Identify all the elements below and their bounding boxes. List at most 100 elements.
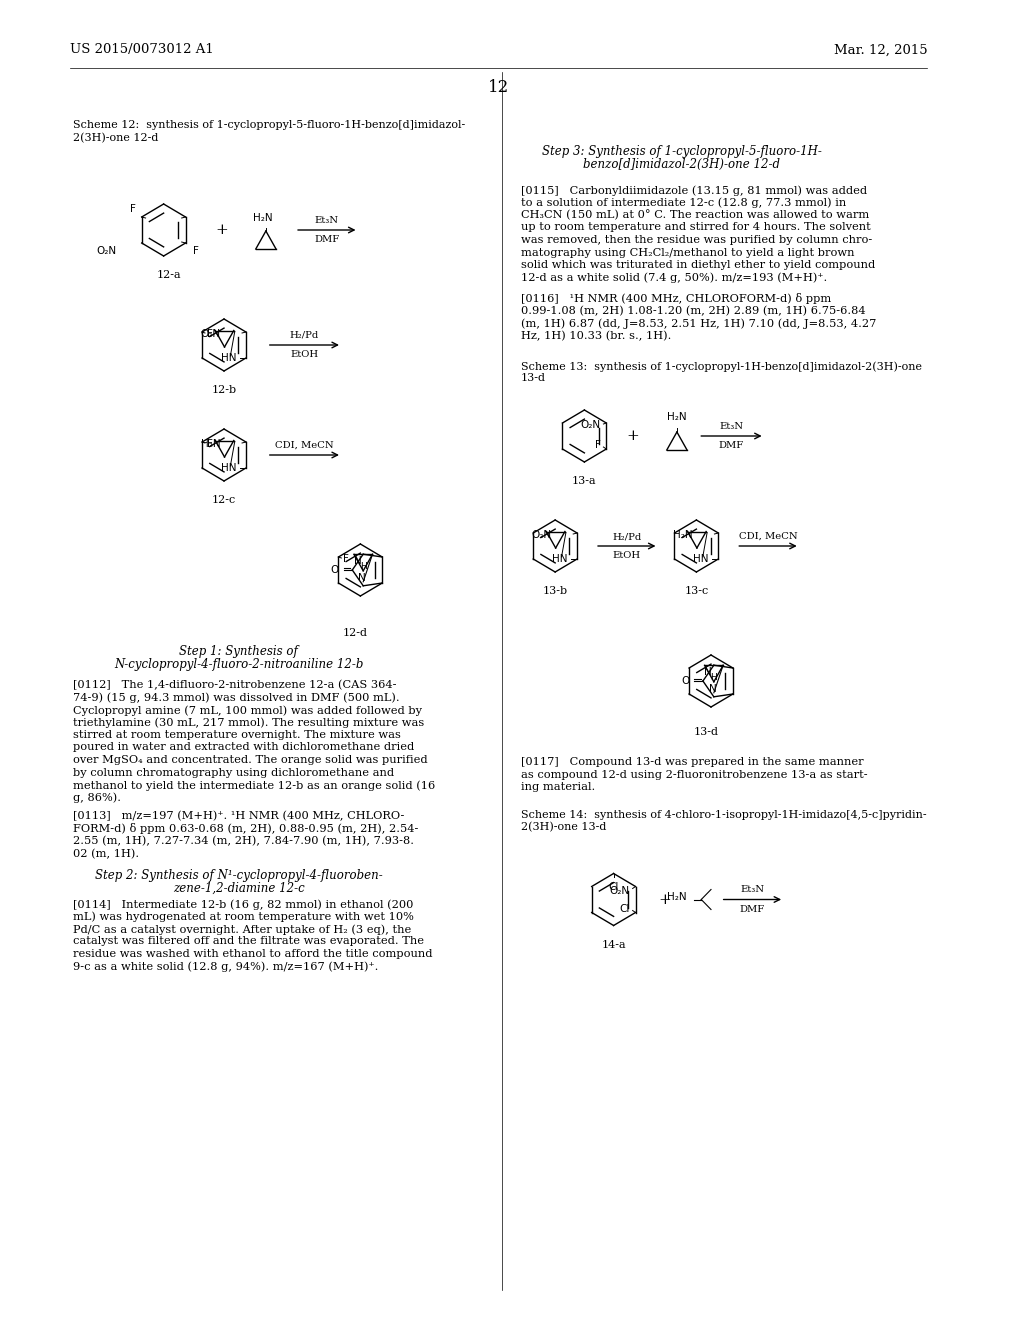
Text: US 2015/0073012 A1: US 2015/0073012 A1 — [70, 44, 214, 57]
Text: Cyclopropyl amine (7 mL, 100 mmol) was added followed by: Cyclopropyl amine (7 mL, 100 mmol) was a… — [73, 705, 422, 715]
Text: ing material.: ing material. — [521, 781, 595, 792]
Text: Et₃N: Et₃N — [740, 886, 764, 895]
Text: Cl: Cl — [620, 903, 630, 913]
Text: H₂N: H₂N — [674, 531, 693, 540]
Text: [0117]   Compound 13-d was prepared in the same manner: [0117] Compound 13-d was prepared in the… — [521, 756, 863, 767]
Text: up to room temperature and stirred for 4 hours. The solvent: up to room temperature and stirred for 4… — [521, 223, 870, 232]
Text: F: F — [343, 554, 349, 564]
Text: Hz, 1H) 10.33 (br. s., 1H).: Hz, 1H) 10.33 (br. s., 1H). — [521, 330, 672, 341]
Text: 2.55 (m, 1H), 7.27-7.34 (m, 2H), 7.84-7.90 (m, 1H), 7.93-8.: 2.55 (m, 1H), 7.27-7.34 (m, 2H), 7.84-7.… — [73, 836, 414, 846]
Text: [0113]   m/z=197 (M+H)⁺. ¹H NMR (400 MHz, CHLORO-: [0113] m/z=197 (M+H)⁺. ¹H NMR (400 MHz, … — [73, 810, 404, 821]
Text: [0114]   Intermediate 12-b (16 g, 82 mmol) in ethanol (200: [0114] Intermediate 12-b (16 g, 82 mmol)… — [73, 899, 414, 909]
Text: Step 1: Synthesis of: Step 1: Synthesis of — [179, 645, 298, 657]
Text: EtOH: EtOH — [612, 550, 641, 560]
Text: Scheme 14:  synthesis of 4-chloro-1-isopropyl-1H-imidazo[4,5-c]pyridin-: Scheme 14: synthesis of 4-chloro-1-isopr… — [521, 809, 927, 820]
Text: HN: HN — [221, 352, 237, 363]
Text: N: N — [353, 556, 361, 566]
Text: O: O — [681, 676, 689, 686]
Text: 12-c: 12-c — [212, 495, 237, 506]
Text: solid which was triturated in diethyl ether to yield compound: solid which was triturated in diethyl et… — [521, 260, 876, 271]
Text: HN: HN — [552, 554, 567, 564]
Text: O₂N: O₂N — [531, 531, 552, 540]
Text: 12-d: 12-d — [343, 628, 368, 638]
Text: EtOH: EtOH — [291, 350, 318, 359]
Text: H₂N: H₂N — [667, 412, 687, 422]
Text: poured in water and extracted with dichloromethane dried: poured in water and extracted with dichl… — [73, 742, 415, 752]
Text: F: F — [207, 440, 213, 449]
Text: Mar. 12, 2015: Mar. 12, 2015 — [834, 44, 927, 57]
Text: (m, 1H) 6.87 (dd, J=8.53, 2.51 Hz, 1H) 7.10 (dd, J=8.53, 4.27: (m, 1H) 6.87 (dd, J=8.53, 2.51 Hz, 1H) 7… — [521, 318, 877, 329]
Text: by column chromatography using dichloromethane and: by column chromatography using dichlorom… — [73, 767, 394, 777]
Text: 74-9) (15 g, 94.3 mmol) was dissolved in DMF (500 mL).: 74-9) (15 g, 94.3 mmol) was dissolved in… — [73, 693, 399, 704]
Text: as compound 12-d using 2-fluoronitrobenzene 13-a as start-: as compound 12-d using 2-fluoronitrobenz… — [521, 770, 867, 780]
Text: over MgSO₄ and concentrated. The orange solid was purified: over MgSO₄ and concentrated. The orange … — [73, 755, 428, 766]
Text: mL) was hydrogenated at room temperature with wet 10%: mL) was hydrogenated at room temperature… — [73, 912, 414, 923]
Text: 12-b: 12-b — [211, 385, 237, 395]
Text: 12: 12 — [488, 79, 509, 96]
Text: Pd/C as a catalyst overnight. After uptake of H₂ (3 eq), the: Pd/C as a catalyst overnight. After upta… — [73, 924, 412, 935]
Text: Step 2: Synthesis of N¹-cyclopropyl-4-fluoroben-: Step 2: Synthesis of N¹-cyclopropyl-4-fl… — [95, 869, 383, 882]
Text: 13-d: 13-d — [693, 727, 719, 737]
Text: N-cyclopropyl-4-fluoro-2-nitroaniline 12-b: N-cyclopropyl-4-fluoro-2-nitroaniline 12… — [114, 657, 364, 671]
Text: H: H — [359, 562, 367, 572]
Text: DMF: DMF — [719, 441, 744, 450]
Text: HN: HN — [693, 554, 709, 564]
Text: H₂N: H₂N — [667, 892, 687, 903]
Text: F: F — [595, 440, 600, 450]
Text: O₂N: O₂N — [96, 246, 117, 256]
Text: matography using CH₂Cl₂/methanol to yield a light brown: matography using CH₂Cl₂/methanol to yiel… — [521, 248, 855, 257]
Text: 14-a: 14-a — [601, 940, 626, 949]
Text: H₂/Pd: H₂/Pd — [612, 532, 641, 541]
Text: HN: HN — [221, 463, 237, 473]
Text: 9-c as a white solid (12.8 g, 94%). m/z=167 (M+H)⁺.: 9-c as a white solid (12.8 g, 94%). m/z=… — [73, 961, 379, 972]
Text: 12-a: 12-a — [157, 271, 181, 280]
Text: Cl: Cl — [608, 882, 618, 891]
Text: F: F — [130, 205, 136, 214]
Text: CDI, MeCN: CDI, MeCN — [275, 441, 334, 450]
Text: O₂N: O₂N — [581, 420, 600, 430]
Text: H₂N: H₂N — [253, 213, 272, 223]
Text: to a solution of intermediate 12-c (12.8 g, 77.3 mmol) in: to a solution of intermediate 12-c (12.8… — [521, 198, 846, 209]
Text: benzo[d]imidazol-2(3H)-one 12-d: benzo[d]imidazol-2(3H)-one 12-d — [584, 158, 780, 172]
Text: 2(3H)-one 13-d: 2(3H)-one 13-d — [521, 821, 606, 832]
Text: DMF: DMF — [314, 235, 339, 244]
Text: F: F — [193, 246, 199, 256]
Text: H₂N: H₂N — [201, 440, 220, 449]
Text: 2(3H)-one 12-d: 2(3H)-one 12-d — [73, 133, 159, 144]
Text: 13-c: 13-c — [684, 586, 709, 597]
Text: +: + — [627, 429, 639, 444]
Text: FORM-d) δ ppm 0.63-0.68 (m, 2H), 0.88-0.95 (m, 2H), 2.54-: FORM-d) δ ppm 0.63-0.68 (m, 2H), 0.88-0.… — [73, 824, 419, 834]
Text: triethylamine (30 mL, 217 mmol). The resulting mixture was: triethylamine (30 mL, 217 mmol). The res… — [73, 718, 424, 729]
Text: F: F — [207, 329, 213, 339]
Text: 0.99-1.08 (m, 2H) 1.08-1.20 (m, 2H) 2.89 (m, 1H) 6.75-6.84: 0.99-1.08 (m, 2H) 1.08-1.20 (m, 2H) 2.89… — [521, 305, 865, 315]
Text: catalyst was filtered off and the filtrate was evaporated. The: catalyst was filtered off and the filtra… — [73, 936, 424, 946]
Text: O: O — [331, 565, 339, 576]
Text: zene-1,2-diamine 12-c: zene-1,2-diamine 12-c — [173, 882, 304, 895]
Text: [0115]   Carbonyldiimidazole (13.15 g, 81 mmol) was added: [0115] Carbonyldiimidazole (13.15 g, 81 … — [521, 185, 867, 195]
Text: 13-a: 13-a — [572, 477, 597, 486]
Text: [0116]   ¹H NMR (400 MHz, CHLOROFORM-d) δ ppm: [0116] ¹H NMR (400 MHz, CHLOROFORM-d) δ … — [521, 293, 831, 304]
Text: DMF: DMF — [739, 904, 765, 913]
Text: [0112]   The 1,4-difluoro-2-nitrobenzene 12-a (CAS 364-: [0112] The 1,4-difluoro-2-nitrobenzene 1… — [73, 680, 396, 690]
Text: 02 (m, 1H).: 02 (m, 1H). — [73, 849, 139, 859]
Text: 13-b: 13-b — [543, 586, 567, 597]
Text: 12-d as a white solid (7.4 g, 50%). m/z=193 (M+H)⁺.: 12-d as a white solid (7.4 g, 50%). m/z=… — [521, 272, 827, 282]
Text: methanol to yield the intermediate 12-b as an orange solid (16: methanol to yield the intermediate 12-b … — [73, 780, 435, 791]
Text: N: N — [358, 573, 367, 583]
Text: was removed, then the residue was purified by column chro-: was removed, then the residue was purifi… — [521, 235, 872, 246]
Text: H: H — [711, 673, 717, 682]
Text: g, 86%).: g, 86%). — [73, 792, 121, 803]
Text: N: N — [705, 667, 712, 677]
Text: O₂N: O₂N — [201, 329, 220, 339]
Text: O₂N: O₂N — [609, 886, 630, 895]
Text: Step 3: Synthesis of 1-cyclopropyl-5-fluoro-1H-: Step 3: Synthesis of 1-cyclopropyl-5-flu… — [542, 145, 821, 158]
Text: Et₃N: Et₃N — [720, 422, 743, 432]
Text: +: + — [657, 892, 671, 907]
Text: Et₃N: Et₃N — [314, 216, 339, 224]
Text: CH₃CN (150 mL) at 0° C. The reaction was allowed to warm: CH₃CN (150 mL) at 0° C. The reaction was… — [521, 210, 869, 220]
Text: +: + — [216, 223, 228, 238]
Text: stirred at room temperature overnight. The mixture was: stirred at room temperature overnight. T… — [73, 730, 401, 741]
Text: Scheme 12:  synthesis of 1-cyclopropyl-5-fluoro-1H-benzo[d]imidazol-: Scheme 12: synthesis of 1-cyclopropyl-5-… — [73, 120, 465, 129]
Text: 13-d: 13-d — [521, 374, 546, 383]
Text: H₂/Pd: H₂/Pd — [290, 331, 319, 341]
